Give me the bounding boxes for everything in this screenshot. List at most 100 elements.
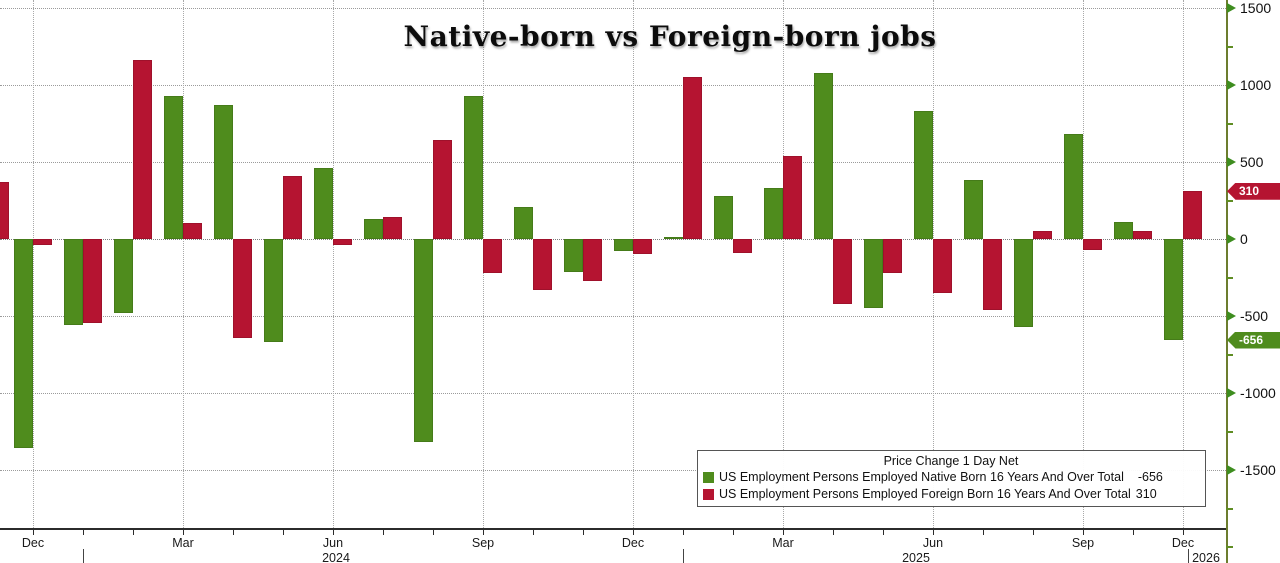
h-gridline [0,162,1226,163]
legend-item-native-born[interactable]: US Employment Persons Employed Native Bo… [703,469,1199,486]
v-gridline [1183,0,1184,528]
y-axis-label: 0 [1240,231,1248,247]
v-gridline [183,0,184,528]
x-axis-tick [533,530,534,535]
x-axis-label: Jun [922,536,944,550]
v-gridline [1083,0,1084,528]
x-axis-tick [433,530,434,535]
h-gridline [0,239,1226,240]
x-axis-tick [783,530,784,535]
bar-foreign-oct-2025 [1133,231,1152,239]
x-axis-label: Dec [21,536,45,550]
legend-item-foreign-born[interactable]: US Employment Persons Employed Foreign B… [703,486,1199,503]
bar-native-dec-2023 [14,239,33,449]
bar-foreign-dec-2023 [33,239,52,246]
bar-foreign-feb-2024 [133,60,152,239]
legend-value: -656 [1137,470,1163,484]
x-axis-year-label: 2025 [902,551,930,563]
bar-foreign-mar-2024 [183,222,202,239]
bar-foreign-may-2025 [883,239,902,273]
bar-foreign-aug-2025 [1033,231,1052,239]
v-gridline [33,0,34,528]
bar-native-sep-2025 [1064,134,1083,239]
y-axis-label: -1000 [1240,385,1276,401]
x-axis-year-label: 2024 [322,551,350,563]
bar-native-aug-2024 [414,239,433,443]
x-axis-tick [883,530,884,535]
bar-foreign-jun-2025 [933,239,952,293]
y-axis-tick-arrow-icon [1227,311,1236,321]
bar-foreign-feb-2025 [733,239,752,253]
h-gridline [0,470,1226,471]
y-axis-minor-tick [1226,45,1233,48]
native-born-swatch-icon [703,472,714,483]
axis-tag-310: 310 [1227,182,1280,200]
x-axis-tick [1083,530,1084,535]
x-axis-tick [333,530,334,535]
x-axis-tick [83,530,84,535]
bar-foreign-aug-2024 [433,140,452,239]
bar-foreign-apr-2024 [233,239,252,338]
y-axis-tick-arrow-icon [1227,465,1236,475]
bar-foreign-oct-2024 [533,239,552,290]
x-axis-label: Dec [1171,536,1195,550]
bar-foreign-sep-2025 [1083,239,1102,250]
year-separator [1188,549,1189,563]
y-axis-tick-arrow-icon [1227,3,1236,13]
x-axis-tick [683,530,684,535]
bar-foreign-mar-2025 [783,155,802,239]
bar-native-oct-2024 [514,206,533,239]
x-axis-tick [733,530,734,535]
h-gridline [0,85,1226,86]
y-axis-label: 500 [1240,154,1264,170]
y-axis-minor-tick [1226,353,1233,356]
bar-native-nov-2025 [1164,239,1183,341]
bar-foreign-nov-2023 [0,182,9,239]
y-axis-tick-arrow-icon [1227,388,1236,398]
bar-native-sep-2024 [464,95,483,239]
x-axis-label: Sep [471,536,495,550]
y-axis-minor-tick [1226,507,1233,510]
legend: Price Change 1 Day Net US Employment Per… [697,450,1206,507]
x-axis-label: Mar [772,536,794,550]
bar-native-feb-2025 [714,195,733,239]
x-axis-tick [183,530,184,535]
year-separator [83,549,84,563]
bar-foreign-may-2024 [283,175,302,239]
x-axis-line [0,528,1226,530]
y-axis-label: 1500 [1240,0,1272,16]
y-axis-line [1226,0,1228,563]
x-axis-tick [1133,530,1134,535]
bar-native-may-2024 [264,239,283,343]
bar-foreign-dec-2024 [633,239,652,255]
bar-native-jan-2025 [664,237,683,240]
foreign-born-swatch-icon [703,489,714,500]
x-axis-label: Jun [322,536,344,550]
bar-foreign-jul-2024 [383,217,402,239]
bar-native-jul-2024 [364,218,383,239]
x-axis-label: Sep [1071,536,1095,550]
bar-native-nov-2024 [564,239,583,273]
bar-native-mar-2025 [764,188,783,239]
h-gridline [0,8,1226,9]
x-axis-year-label: 2026 [1192,551,1220,563]
x-axis-tick [233,530,234,535]
h-gridline [0,393,1226,394]
x-axis-label: Dec [621,536,645,550]
bar-native-jun-2025 [914,111,933,239]
x-axis-tick [1183,530,1184,535]
x-axis-tick [33,530,34,535]
x-axis-tick [133,530,134,535]
bar-native-jan-2024 [64,239,83,326]
x-axis-tick [633,530,634,535]
legend-label: US Employment Persons Employed Native Bo… [719,470,1124,484]
h-gridline [0,316,1226,317]
legend-title: Price Change 1 Day Net [883,454,1019,468]
v-gridline [333,0,334,528]
bar-native-apr-2024 [214,105,233,239]
bar-native-dec-2024 [614,239,633,252]
year-separator [683,549,684,563]
y-axis-minor-tick [1226,546,1233,548]
bar-foreign-jan-2025 [683,77,702,239]
